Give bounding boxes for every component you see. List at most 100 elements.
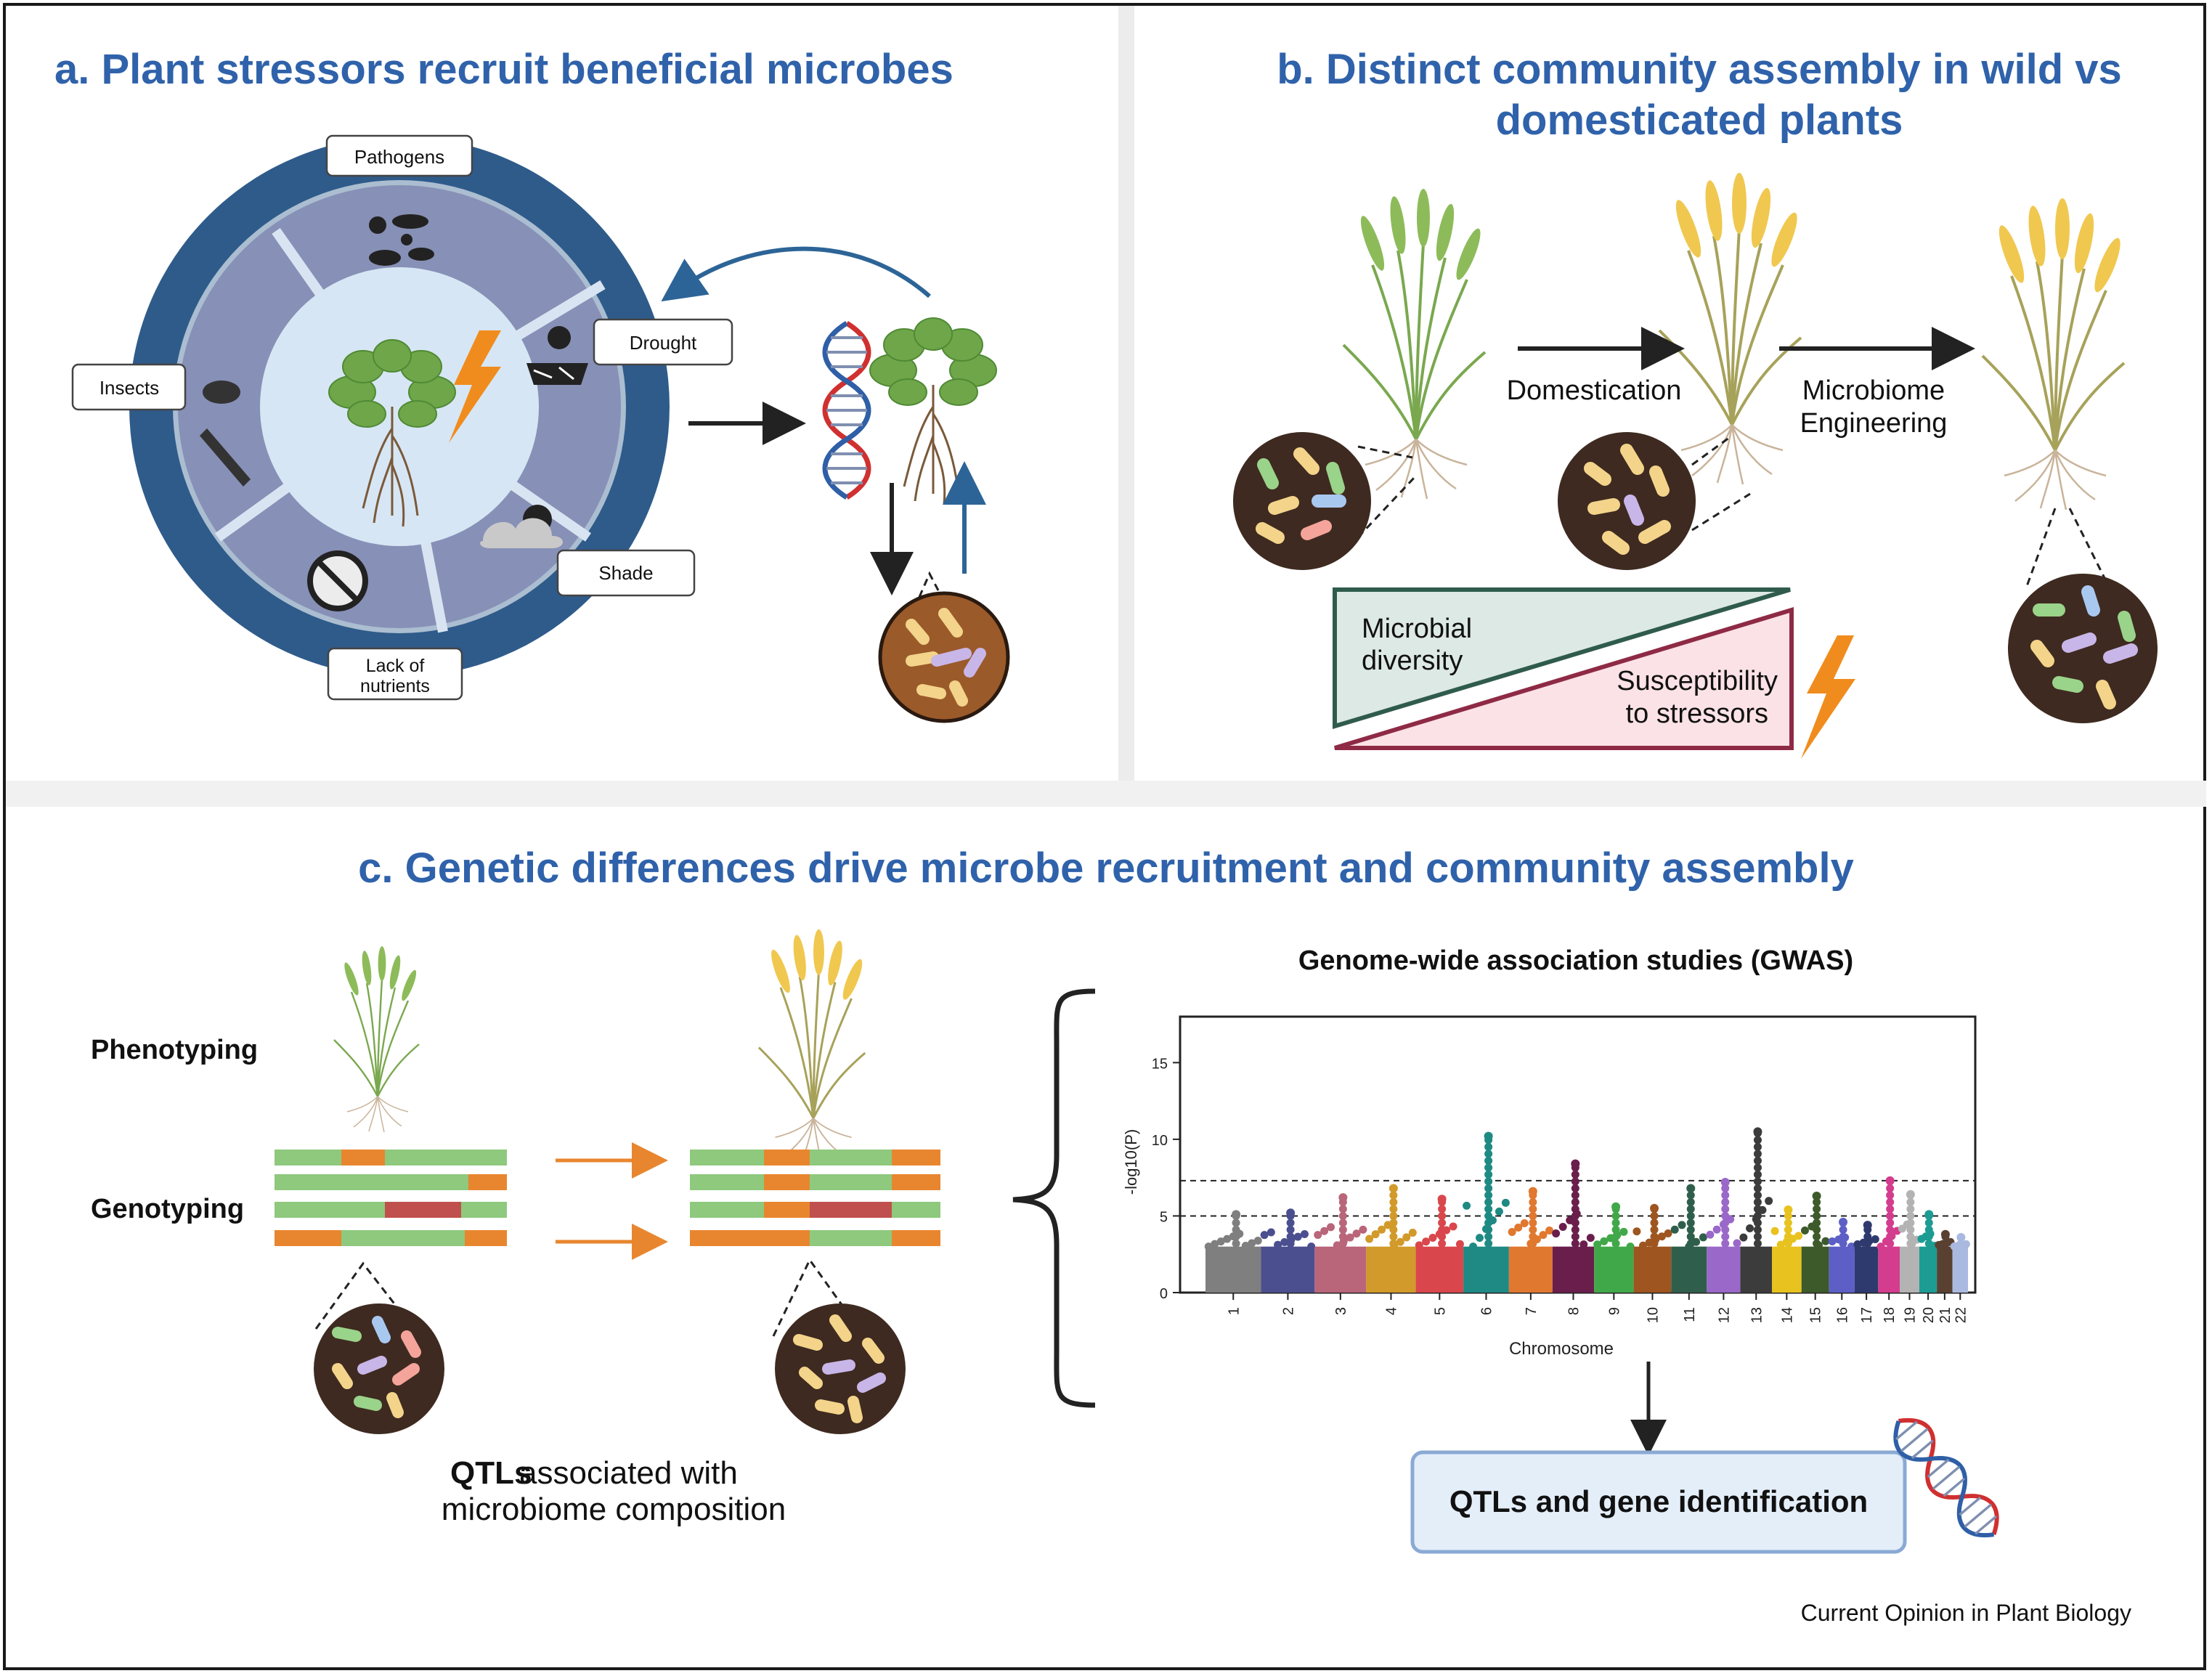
peak-point: [1437, 1195, 1447, 1204]
data-point: [1558, 1223, 1567, 1232]
data-point: [1338, 1211, 1347, 1220]
data-point: [1484, 1142, 1493, 1151]
data-point: [1611, 1232, 1620, 1241]
data-point: [1863, 1232, 1872, 1241]
data-point: [1286, 1219, 1295, 1227]
chromosome-band: [1707, 1246, 1741, 1293]
data-point: [1650, 1219, 1659, 1227]
svg-text:Pathogens: Pathogens: [354, 146, 444, 168]
data-point: [1906, 1232, 1915, 1241]
data-point: [1571, 1211, 1579, 1220]
chromosome-band: [1261, 1246, 1315, 1293]
data-point: [1408, 1229, 1417, 1237]
domesticated-wheat-small-icon: [757, 928, 867, 1120]
data-point: [1828, 1237, 1837, 1246]
data-point: [1338, 1219, 1347, 1227]
peak-point: [1753, 1127, 1762, 1136]
peak-point: [1286, 1208, 1296, 1218]
data-point: [1232, 1219, 1240, 1227]
data-point: [1571, 1184, 1579, 1192]
data-point: [1514, 1224, 1523, 1232]
data-point: [1871, 1234, 1879, 1243]
data-point: [1886, 1205, 1895, 1213]
data-point: [1721, 1239, 1730, 1248]
data-point: [1389, 1232, 1398, 1241]
data-point: [1906, 1239, 1915, 1248]
data-point: [1396, 1237, 1404, 1246]
stressor-wheel: [129, 137, 670, 677]
microbe-community-wild: [1233, 432, 1371, 570]
data-point: [1484, 1225, 1493, 1234]
qtl-bars-left: [275, 1150, 507, 1246]
data-point: [1776, 1240, 1785, 1249]
engineering-label-line1: Microbiome: [1802, 375, 1945, 406]
data-point: [1657, 1232, 1666, 1241]
label-insects: Insects: [71, 363, 187, 411]
data-point: [1286, 1239, 1295, 1248]
zoom-lines-wild: [1357, 445, 1418, 539]
x-axis: 1 2 3 4 5 6 7 8 9 10 11 12 13 14 15 16 17 18 19 20 21 22: [1226, 1293, 1969, 1323]
chromosome-5-points: [1415, 1195, 1464, 1293]
data-point: [1571, 1239, 1579, 1248]
chromosome-band: [1594, 1246, 1634, 1293]
x-axis-label: Chromosome: [1509, 1339, 1614, 1359]
data-point: [1484, 1211, 1493, 1220]
wheel-center: [260, 267, 539, 546]
peak-point: [1686, 1184, 1696, 1193]
pathogen-icon: [369, 214, 434, 266]
data-point: [1906, 1197, 1915, 1206]
peak-point: [1812, 1192, 1821, 1200]
data-point: [1784, 1239, 1792, 1248]
data-point: [1241, 1241, 1250, 1250]
data-point: [1389, 1211, 1398, 1220]
data-point: [1712, 1225, 1721, 1234]
panel-b: b. Distinct community assembly in wild v…: [1233, 46, 2158, 759]
data-point: [1266, 1228, 1275, 1237]
x-tick-label: 22: [1953, 1307, 1969, 1323]
data-point: [1886, 1232, 1895, 1241]
data-point: [1639, 1241, 1648, 1250]
data-point: [1571, 1191, 1579, 1200]
data-point: [1286, 1225, 1295, 1234]
data-point: [1449, 1222, 1457, 1231]
data-point: [1501, 1198, 1510, 1207]
data-point: [1378, 1225, 1386, 1234]
x-tick-label: 4: [1383, 1307, 1399, 1315]
stress-bolt-icon: [449, 330, 501, 443]
data-point: [1346, 1233, 1354, 1242]
chromosome-band: [1740, 1246, 1772, 1293]
peak-point: [1863, 1221, 1872, 1230]
x-tick-label: 3: [1333, 1307, 1349, 1315]
peak-point: [1232, 1210, 1241, 1219]
data-point: [1571, 1219, 1579, 1227]
data-point: [1571, 1232, 1579, 1241]
data-point: [1886, 1239, 1895, 1248]
panel-separator-horizontal: [6, 781, 2206, 807]
data-point: [1765, 1197, 1773, 1205]
data-point: [1813, 1219, 1821, 1227]
chromosome-band: [1919, 1246, 1937, 1293]
data-point: [1484, 1205, 1493, 1213]
data-point: [1438, 1219, 1447, 1227]
data-point: [1706, 1230, 1715, 1239]
panel-b-title-line1: b. Distinct community assembly in wild v…: [1277, 46, 2122, 93]
data-point: [1327, 1223, 1335, 1232]
data-point: [1484, 1219, 1493, 1227]
x-tick-label: 5: [1432, 1307, 1448, 1315]
chromosome-band: [1952, 1246, 1968, 1293]
chromosome-8-points: [1552, 1159, 1595, 1293]
peak-point: [1650, 1203, 1659, 1213]
data-point: [1906, 1219, 1915, 1227]
data-point: [1484, 1150, 1493, 1158]
data-point: [1753, 1184, 1762, 1192]
chromosome-band: [1801, 1246, 1829, 1293]
data-point: [1753, 1156, 1762, 1165]
data-point: [1753, 1142, 1762, 1151]
no-nutrients-icon: [307, 550, 368, 611]
chromosome-band: [1552, 1246, 1595, 1293]
data-point: [1204, 1242, 1213, 1251]
data-point: [1650, 1239, 1659, 1248]
data-point: [1365, 1234, 1374, 1243]
